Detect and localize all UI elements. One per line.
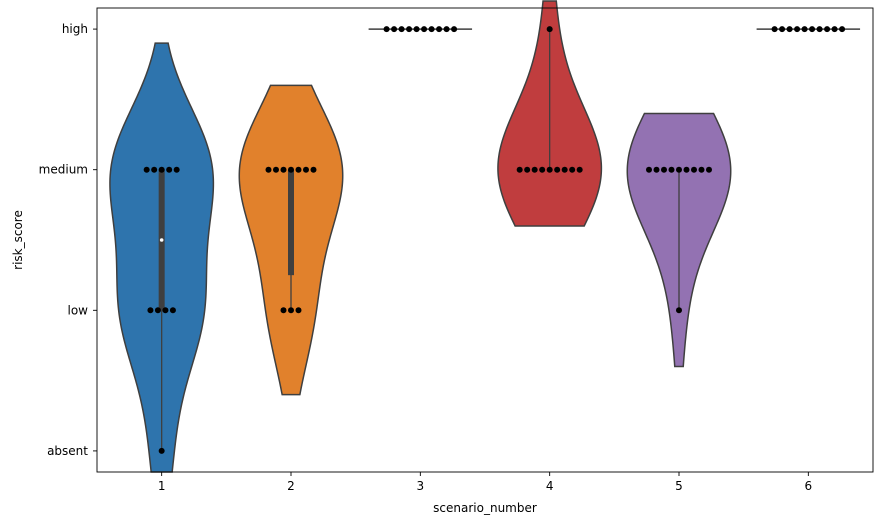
swarm-point-3-high [398,26,405,33]
median-marker-1 [159,238,164,242]
violin-group-3 [368,26,473,33]
x-axis: 1 2 3 4 5 6 [158,472,812,493]
plot-frame [96,7,874,473]
swarm-point-4-high [546,26,553,33]
swarm-point-2-medium [273,166,279,173]
y-tick-label-absent: absent [47,444,88,458]
swarm-point-5-medium [668,166,675,173]
swarm-point-5-medium [646,166,652,173]
swarm-point-4-medium [539,166,546,173]
swarm-point-2-medium [265,166,272,173]
violin-group-6 [756,26,861,33]
swarm-point-2-medium [288,166,294,173]
violin-group-5 [626,112,732,368]
swarm-point-6-high [839,26,846,33]
x-tick-label-3: 3 [417,479,425,493]
swarm-point-3-high [406,26,413,33]
swarm-point-5-medium [691,166,697,173]
swarm-point-4-medium [569,166,576,173]
swarm-point-6-high [831,26,838,33]
violin-group-1 [109,42,215,473]
swarm-point-2-low [288,307,294,314]
swarm-point-2-low [295,307,302,314]
swarm-point-3-high [391,26,398,33]
swarm-point-5-medium [676,166,682,173]
x-tick-label-1: 1 [158,479,166,493]
x-tick-label-4: 4 [546,479,554,493]
swarm-point-2-medium [303,166,309,173]
swarm-point-2-medium [280,166,287,173]
swarm-point-1-low [154,307,161,314]
x-axis-label: scenario_number [433,501,537,515]
x-tick-label-6: 6 [805,479,813,493]
swarm-point-4-medium [531,166,538,173]
swarm-point-5-medium [653,166,660,173]
swarm-point-1-absent [158,447,165,454]
swarm-point-1-medium [173,166,180,173]
swarm-point-2-low [280,307,287,314]
swarm-point-6-high [809,26,816,33]
y-tick-label-low: low [68,303,89,317]
swarm-point-1-low [147,307,154,314]
swarm-point-1-medium [143,166,150,173]
plot-area [109,0,861,473]
swarm-point-6-high [801,26,808,33]
swarm-point-1-medium [151,166,158,173]
swarm-point-2-medium [310,166,317,173]
swarm-point-3-high [443,26,450,33]
swarm-point-6-high [816,26,823,33]
violin-group-2 [238,84,344,396]
swarm-point-4-medium [546,166,553,173]
swarm-point-2-medium [295,166,302,173]
y-axis-label: risk_score [11,210,25,270]
swarm-point-3-high [451,26,458,33]
swarm-point-4-medium [524,166,531,173]
y-axis: absent low medium high [39,22,97,458]
swarm-point-5-medium [698,166,705,173]
y-tick-label-high: high [62,22,88,36]
x-tick-label-5: 5 [675,479,683,493]
swarm-point-5-medium [683,166,690,173]
swarm-point-4-medium [576,166,583,173]
swarm-point-1-low [162,307,169,314]
swarm-point-6-high [786,26,793,33]
swarm-point-1-medium [158,166,165,173]
iqr-box-2 [288,169,294,276]
swarm-point-1-low [169,307,176,314]
swarm-point-3-high [413,26,420,33]
swarm-point-6-high [779,26,786,33]
swarm-point-6-high [771,26,778,33]
swarm-point-3-high [428,26,435,33]
swarm-point-3-high [383,26,390,33]
swarm-point-4-medium [516,166,523,173]
swarm-point-5-low [676,307,682,314]
swarm-point-4-medium [554,166,561,173]
y-tick-label-medium: medium [39,163,88,177]
swarm-point-3-high [421,26,428,33]
swarm-point-6-high [794,26,801,33]
swarm-point-5-medium [661,166,667,173]
swarm-point-4-medium [561,166,568,173]
swarm-point-5-medium [706,166,712,173]
swarm-point-1-medium [166,166,173,173]
violin-group-4 [497,0,603,227]
swarm-point-6-high [824,26,831,33]
x-tick-label-2: 2 [287,479,295,493]
swarm-point-3-high [436,26,443,33]
